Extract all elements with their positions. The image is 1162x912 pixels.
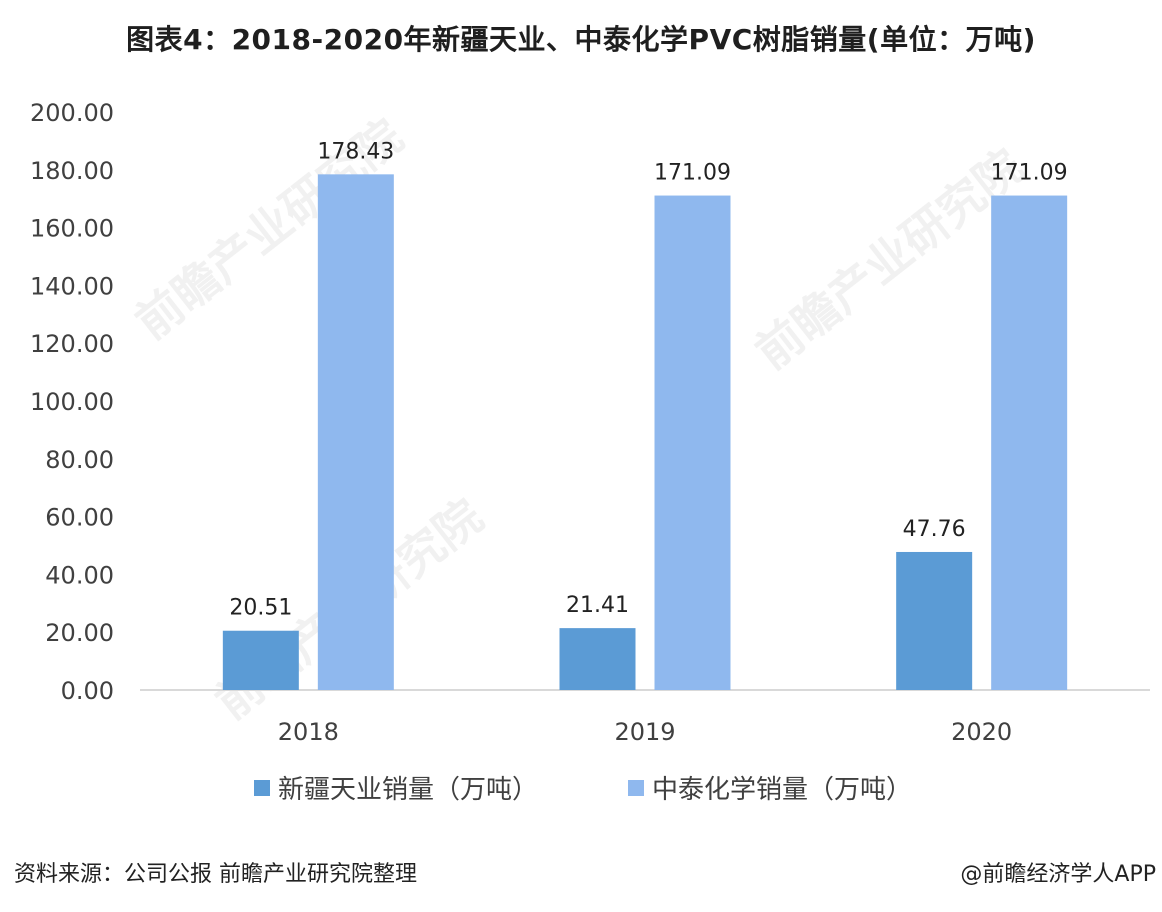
- y-tick-label: 120.00: [30, 330, 114, 358]
- y-tick-label: 140.00: [30, 272, 114, 300]
- y-tick-label: 20.00: [45, 619, 114, 647]
- x-tick-label: 2018: [278, 718, 339, 746]
- y-tick-label: 80.00: [45, 446, 114, 474]
- bar-value-label: 20.51: [229, 596, 292, 621]
- bar-zhongtai-chemical-2018: [317, 174, 394, 691]
- legend-swatch: [628, 780, 644, 796]
- y-tick-label: 60.00: [45, 504, 114, 532]
- legend-label: 中泰化学销量（万吨）: [652, 775, 912, 805]
- bar-xinjiang-tianye-2018: [222, 630, 299, 690]
- source-note: 资料来源：公司公报 前瞻产业研究院整理: [14, 862, 417, 887]
- bar-xinjiang-tianye-2020: [896, 551, 973, 690]
- legend: 新疆天业销量（万吨） 中泰化学销量（万吨）: [254, 775, 912, 805]
- y-tick-label: 100.00: [30, 388, 114, 416]
- chart-title: 图表4：2018-2020年新疆天业、中泰化学PVC树脂销量(单位：万吨): [126, 23, 1036, 56]
- bar-value-label: 178.43: [317, 139, 394, 164]
- y-tick-label: 200.00: [30, 99, 114, 127]
- legend-label: 新疆天业销量（万吨）: [278, 775, 538, 805]
- y-tick-label: 180.00: [30, 157, 114, 185]
- y-tick-label: 0.00: [61, 677, 114, 705]
- bar-value-label: 171.09: [991, 161, 1068, 186]
- bars: [222, 174, 1068, 691]
- credit-note: @前瞻经济学人APP: [960, 862, 1156, 887]
- bar-value-label: 171.09: [654, 161, 731, 186]
- bar-value-label: 47.76: [903, 517, 966, 542]
- y-axis-labels: 0.00 20.00 40.00 60.00 80.00 100.00 120.00 140.…: [30, 99, 114, 705]
- x-axis-labels: 2018 2019 2020: [278, 718, 1012, 746]
- legend-swatch: [254, 780, 270, 796]
- x-tick-label: 2020: [951, 718, 1012, 746]
- bar-value-label: 21.41: [566, 593, 629, 618]
- bar-zhongtai-chemical-2019: [654, 195, 731, 690]
- x-tick-label: 2019: [614, 718, 675, 746]
- bar-zhongtai-chemical-2020: [991, 195, 1068, 690]
- y-tick-label: 160.00: [30, 215, 114, 243]
- y-tick-label: 40.00: [45, 561, 114, 589]
- bar-data-labels: 20.51 178.43 21.41 171.09 47.76 171.09: [229, 139, 1067, 620]
- bar-xinjiang-tianye-2019: [559, 628, 636, 690]
